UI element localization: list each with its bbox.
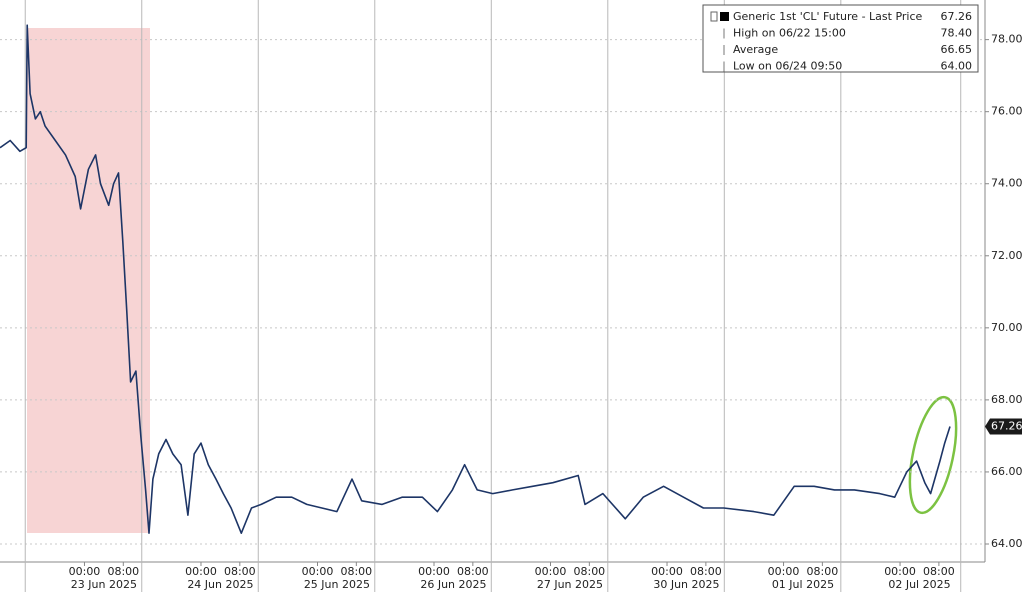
legend-value: 78.40 — [941, 27, 973, 40]
x-day-label: 02 Jul 2025 — [888, 578, 950, 591]
x-tick-label: 00:00 — [768, 565, 800, 578]
y-tick-label: 74.00 — [991, 177, 1023, 190]
highlight-region — [27, 28, 150, 533]
legend-swatch — [720, 12, 729, 21]
x-day-label: 30 Jun 2025 — [653, 578, 719, 591]
legend-label: Generic 1st 'CL' Future - Last Price — [733, 10, 923, 23]
x-tick-label: 00:00 — [651, 565, 683, 578]
legend-label: Low on 06/24 09:50 — [733, 60, 842, 73]
legend-value: 66.65 — [941, 43, 973, 56]
y-tick-label: 76.00 — [991, 105, 1023, 118]
legend-value: 67.26 — [941, 10, 973, 23]
last-price-tag: 67.26 — [991, 420, 1023, 433]
x-day-label: 01 Jul 2025 — [772, 578, 834, 591]
price-line — [0, 24, 951, 534]
y-tick-label: 68.00 — [991, 393, 1023, 406]
x-tick-label: 00:00 — [535, 565, 567, 578]
legend-value: 64.00 — [941, 60, 973, 73]
x-day-label: 26 Jun 2025 — [420, 578, 486, 591]
x-tick-label: 00:00 — [185, 565, 217, 578]
legend-label: High on 06/22 15:00 — [733, 27, 846, 40]
y-tick-label: 72.00 — [991, 249, 1023, 262]
legend-label: Average — [733, 43, 778, 56]
x-tick-label: 08:00 — [224, 565, 256, 578]
x-tick-label: 08:00 — [690, 565, 722, 578]
x-day-label: 23 Jun 2025 — [71, 578, 137, 591]
x-tick-label: 08:00 — [923, 565, 955, 578]
highlight-ellipse — [908, 395, 958, 515]
x-tick-label: 00:00 — [418, 565, 450, 578]
legend-box — [702, 4, 979, 73]
x-tick-label: 08:00 — [807, 565, 839, 578]
x-day-label: 24 Jun 2025 — [187, 578, 253, 591]
x-tick-label: 00:00 — [884, 565, 916, 578]
x-day-label: 27 Jun 2025 — [537, 578, 603, 591]
x-tick-label: 08:00 — [340, 565, 372, 578]
x-tick-label: 08:00 — [107, 565, 139, 578]
x-tick-label: 08:00 — [573, 565, 605, 578]
legend-icon — [710, 11, 718, 22]
y-tick-label: 70.00 — [991, 321, 1023, 334]
x-tick-label: 08:00 — [457, 565, 489, 578]
x-day-label: 25 Jun 2025 — [304, 578, 370, 591]
last-price-tag-bg — [985, 418, 1022, 435]
y-tick-label: 66.00 — [991, 465, 1023, 478]
y-tick-label: 78.00 — [991, 33, 1023, 46]
y-tick-label: 64.00 — [991, 537, 1023, 550]
x-tick-label: 00:00 — [302, 565, 334, 578]
x-tick-label: 00:00 — [69, 565, 101, 578]
